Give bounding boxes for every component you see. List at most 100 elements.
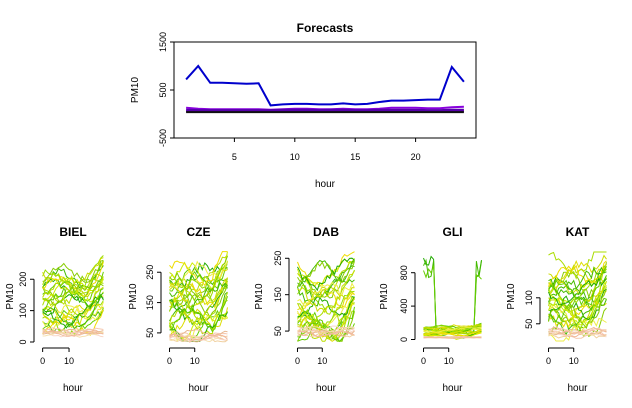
series-line-25	[548, 266, 607, 295]
series-line-22	[297, 281, 355, 308]
x-tick-label: 0	[421, 356, 426, 366]
low-series-line-7	[42, 330, 104, 337]
series-line-26	[42, 287, 104, 310]
y-tick-label: 50	[524, 319, 534, 329]
plot-frame	[173, 41, 477, 139]
y-axis-label: PM10	[128, 283, 139, 310]
x-tick-label: 0	[546, 356, 551, 366]
series-group	[185, 64, 465, 114]
series-line-26	[548, 266, 607, 307]
y-tick-label: 250	[145, 265, 155, 280]
y-tick-label: 150	[145, 295, 155, 310]
series-line-19	[297, 270, 355, 314]
x-tick-label: 0	[167, 356, 172, 366]
panel-gli: GLI hour PM10 0 10 0 400 800	[379, 225, 482, 394]
low-series-line-1	[42, 328, 104, 335]
x-tick-label: 15	[350, 152, 360, 162]
series-line-27	[169, 255, 228, 299]
series-line-21	[548, 260, 607, 287]
y-axis-label: PM10	[5, 283, 16, 310]
series-line-26	[169, 296, 228, 333]
y-axis-label: PM10	[130, 77, 141, 104]
series-group	[169, 251, 228, 343]
panel-cze: CZE hour PM10 0 10 50 150 250	[128, 225, 228, 394]
y-tick-label: 50	[145, 328, 155, 338]
series-line-21	[423, 329, 482, 337]
low-series-line-3	[169, 335, 228, 343]
y-tick-label: 0	[18, 339, 28, 344]
x-axis-label: hour	[315, 179, 336, 190]
series-line-12	[42, 294, 104, 317]
y-tick-label: 400	[399, 299, 409, 314]
x-axis-label: hour	[567, 383, 588, 394]
series-line-0	[548, 264, 607, 305]
y-axis-label: PM10	[254, 283, 265, 310]
x-axis-label: hour	[316, 383, 337, 394]
chart-title: DAB	[313, 225, 339, 239]
series-line-14	[42, 271, 104, 302]
series-line-8	[169, 307, 228, 337]
y-tick-label: 1500	[158, 32, 168, 52]
chart-title: GLI	[443, 225, 463, 239]
series-line-25	[297, 259, 355, 287]
x-tick-label: 10	[444, 356, 454, 366]
series-line-22	[423, 326, 482, 333]
x-axis-label: hour	[63, 383, 84, 394]
series-line-12	[548, 288, 607, 321]
chart-title: KAT	[566, 225, 590, 239]
series-line-15	[42, 259, 104, 283]
low-series-line-7	[169, 333, 228, 341]
low-series-line-5	[169, 334, 228, 343]
y-axis-label: PM10	[379, 283, 390, 310]
series-group	[297, 251, 355, 343]
low-series-line-4	[297, 330, 355, 337]
x-tick-label: 10	[190, 356, 200, 366]
y-tick-label: -500	[158, 129, 168, 147]
series-line-25	[169, 281, 228, 314]
series-group	[548, 251, 607, 342]
series-line-18	[42, 276, 104, 298]
series-line-2	[423, 265, 482, 334]
low-series-line-0	[297, 326, 355, 334]
x-tick-label: 5	[232, 152, 237, 162]
y-tick-label: 100	[524, 290, 534, 305]
x-axis-label: hour	[442, 383, 463, 394]
low-series-line-5	[42, 331, 104, 338]
series-line-27	[297, 261, 355, 288]
low-series-line-6	[42, 327, 104, 334]
series-line-16	[297, 290, 355, 328]
panel-forecasts: Forecasts hour PM10 5 10 15 20 -500 500 1500	[130, 21, 477, 190]
series-group	[423, 255, 482, 340]
y-tick-label: 150	[273, 287, 283, 302]
series-line-4	[297, 269, 355, 311]
series-line-10	[42, 307, 104, 333]
series-line-24	[42, 293, 104, 329]
series-line-11	[169, 251, 228, 291]
series-line-16	[169, 278, 228, 308]
x-tick-label: 10	[317, 356, 327, 366]
y-tick-label: 0	[399, 337, 409, 342]
panel-dab: DAB hour PM10 0 10 50 150 250	[254, 225, 355, 394]
x-tick-label: 0	[40, 356, 45, 366]
chart-title: BIEL	[59, 225, 86, 239]
series-line-23	[548, 281, 607, 326]
series-line-27	[42, 283, 104, 306]
low-series-line-7	[423, 336, 482, 339]
chart-title: Forecasts	[297, 21, 354, 35]
y-tick-label: 500	[158, 82, 168, 97]
series-line-22	[548, 317, 607, 342]
series-line-21	[169, 251, 228, 287]
series-line-7	[42, 257, 104, 294]
series-line-24	[297, 257, 355, 292]
y-tick-label: 800	[399, 265, 409, 280]
series-line-5	[169, 280, 228, 322]
y-axis-label: PM10	[506, 283, 517, 310]
low-series-line-7	[548, 326, 607, 335]
chart-title: CZE	[187, 225, 211, 239]
series-line-0	[185, 64, 465, 107]
y-tick-label: 100	[18, 303, 28, 318]
series-line-27	[548, 288, 607, 330]
series-line-20	[548, 260, 607, 289]
series-line-20	[297, 297, 355, 342]
low-series-line-4	[42, 328, 104, 335]
